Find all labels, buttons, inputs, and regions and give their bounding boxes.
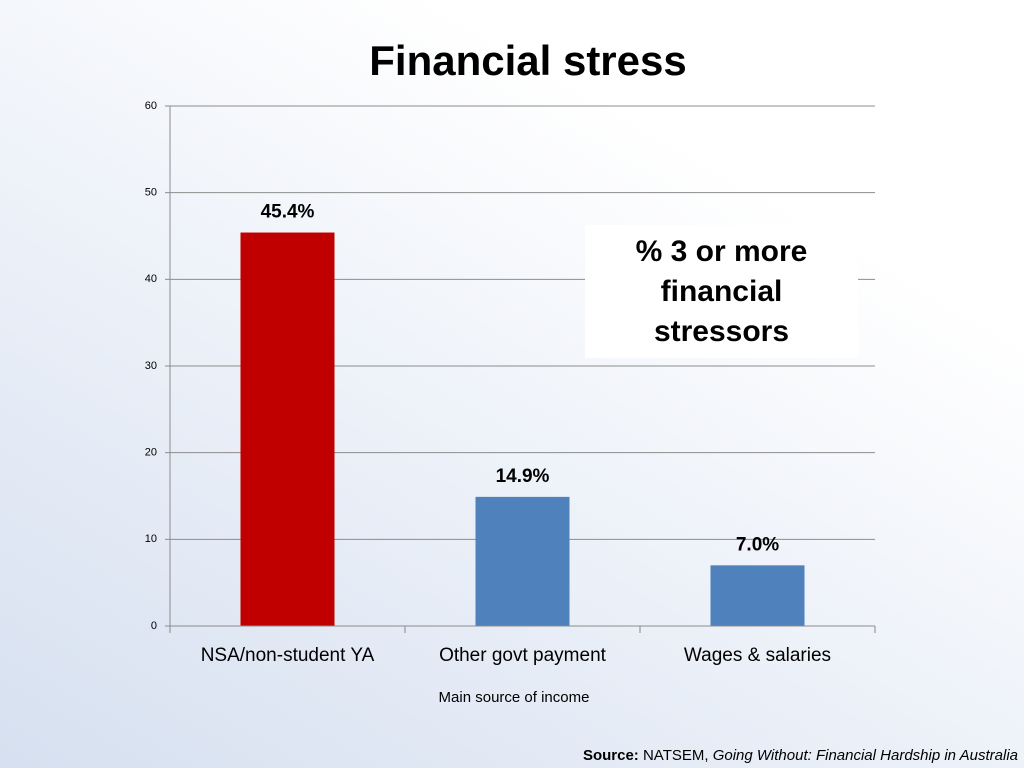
y-tick-label: 60 <box>145 100 157 112</box>
source-note: Source: NATSEM, Going Without: Financial… <box>583 747 1018 764</box>
bar <box>710 565 805 626</box>
x-tick-label: NSA/non-student YA <box>201 645 375 666</box>
y-tick-label: 20 <box>145 447 157 459</box>
bar <box>240 232 335 627</box>
bar <box>475 496 570 626</box>
value-label: 7.0% <box>736 534 779 555</box>
value-label: 45.4% <box>261 202 315 223</box>
y-tick-label: 30 <box>145 360 157 372</box>
value-label: 14.9% <box>496 466 550 487</box>
x-axis-label: Main source of income <box>439 689 590 706</box>
y-tick-label: 0 <box>151 620 157 632</box>
x-tick-label: Wages & salaries <box>684 645 831 666</box>
chart-title: Financial stress <box>369 37 686 84</box>
annotation-box: % 3 or more financial stressors <box>585 225 858 358</box>
annotation: % 3 or more financial stressors <box>635 234 808 348</box>
category-separators <box>169 626 876 633</box>
source-publication: Going Without: Financial Hardship in Aus… <box>712 747 1018 764</box>
y-tick-label: 10 <box>145 533 157 545</box>
x-tick-label: Other govt payment <box>439 645 607 666</box>
source-publisher: NATSEM, <box>642 747 709 764</box>
y-tick-label: 40 <box>145 273 157 285</box>
y-tick-label: 50 <box>145 187 157 199</box>
source-label: Source: <box>582 747 639 764</box>
